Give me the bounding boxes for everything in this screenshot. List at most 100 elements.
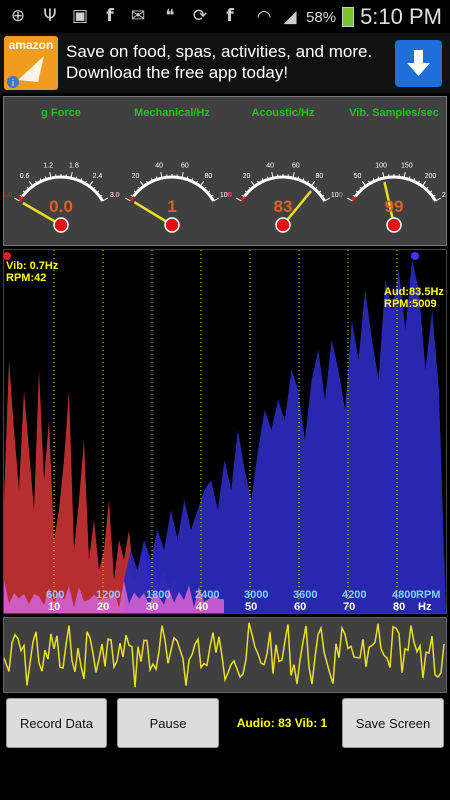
hz-tick: 20 bbox=[97, 601, 110, 613]
record-data-button[interactable]: Record Data bbox=[6, 698, 107, 748]
gauge-red-zone bbox=[240, 195, 246, 202]
facebook-icon: f bbox=[226, 6, 234, 26]
gauge-tick bbox=[199, 181, 205, 187]
gauge-tick-label: 20 bbox=[243, 173, 251, 180]
gauge-tick bbox=[207, 190, 211, 194]
gauge-tick bbox=[361, 181, 367, 187]
gauge-tick bbox=[359, 186, 363, 190]
gauge-tick-label: 0 bbox=[227, 192, 231, 199]
download-arrow-icon bbox=[407, 50, 430, 76]
gauge-hub bbox=[164, 217, 180, 233]
rpm-tick: 600 bbox=[46, 589, 65, 601]
rpm-tick: 4200 bbox=[342, 589, 367, 601]
waveform-panel bbox=[3, 617, 447, 693]
hz-tick: 80 bbox=[393, 601, 406, 613]
gauge-tick bbox=[257, 180, 260, 184]
gauge-tick-label: 0 bbox=[338, 192, 342, 199]
gauge-tick-label: 40 bbox=[266, 162, 274, 169]
gauge-tick-label: 60 bbox=[181, 162, 189, 169]
save-screen-button[interactable]: Save Screen bbox=[342, 698, 444, 748]
battery-charging-icon bbox=[342, 7, 355, 27]
vib-peak-marker bbox=[4, 252, 11, 260]
ad-download-button[interactable] bbox=[395, 40, 442, 87]
gauge-tick bbox=[133, 190, 137, 194]
gauge-red-zone bbox=[129, 195, 135, 202]
gauge-arc bbox=[243, 175, 326, 202]
gauge-tick bbox=[417, 180, 420, 184]
hz-tick: 50 bbox=[245, 601, 258, 613]
gauge-tick bbox=[102, 197, 109, 202]
gauge-tick bbox=[96, 190, 100, 194]
gauge-tick bbox=[75, 176, 78, 180]
ad-banner[interactable]: amazon i Save on food, spas, activities,… bbox=[0, 33, 450, 93]
gauge-value-gforce: 0.0 bbox=[49, 197, 73, 216]
info-icon bbox=[7, 76, 19, 88]
gauge-value-acoustic: 83 bbox=[273, 197, 293, 216]
gauge-tick bbox=[186, 176, 189, 180]
gauge-tick-label: 150 bbox=[401, 162, 413, 169]
plus-icon: ⊕ bbox=[10, 6, 26, 26]
gauge-tick-label: 40 bbox=[155, 162, 163, 169]
waveform-line bbox=[4, 622, 445, 688]
gauge-tick bbox=[19, 194, 23, 198]
gauge-tick bbox=[302, 178, 305, 182]
rpm-tick: 1200 bbox=[96, 589, 121, 601]
gauge-tick bbox=[324, 197, 331, 202]
vibration-spectrum bbox=[4, 360, 179, 613]
gauge-tick-label: 100 bbox=[375, 162, 387, 169]
gauge-tick bbox=[271, 172, 274, 179]
aud-peak-marker bbox=[411, 252, 419, 260]
gauge-tick bbox=[292, 172, 295, 179]
gauge-arc bbox=[132, 175, 215, 202]
gauge-tick bbox=[137, 186, 141, 190]
gauge-tick-label: 100 bbox=[331, 192, 343, 199]
gauge-arc bbox=[354, 175, 437, 202]
vib-frequency-label: Vib: 0.7Hz bbox=[6, 260, 59, 272]
gauge-hub bbox=[275, 217, 291, 233]
amazon-logo[interactable]: amazon i bbox=[4, 36, 58, 90]
gauge-tick bbox=[213, 197, 220, 202]
gauge-tick-label: 0.6 bbox=[20, 173, 30, 180]
gauge-tick bbox=[429, 190, 433, 194]
spectrum-plot: Vib: 0.7Hz RPM:42 Aud:83.5Hz RPM:5009 60… bbox=[3, 249, 447, 614]
gauge-tick bbox=[421, 181, 427, 187]
rpm-tick: 3000 bbox=[244, 589, 269, 601]
gauge-tick bbox=[261, 178, 264, 182]
gauge-red-zone bbox=[18, 195, 24, 202]
gauge-tick bbox=[28, 181, 34, 187]
gauge-tick bbox=[191, 178, 194, 182]
svg-text:i: i bbox=[12, 79, 15, 89]
gauge-tick bbox=[88, 181, 94, 187]
usb-icon: Ψ bbox=[43, 6, 57, 26]
ad-line-2[interactable]: Download the free app today! bbox=[66, 63, 289, 82]
gauge-tick bbox=[130, 194, 134, 198]
gauge-tick-label: 20 bbox=[132, 173, 140, 180]
gauge-tick-label: 3.0 bbox=[110, 192, 120, 199]
signal-icon: ◢ bbox=[283, 7, 297, 27]
gauge-tick bbox=[355, 190, 359, 194]
gauge-value-samples: 99 bbox=[384, 197, 404, 216]
clock: 5:10 PM bbox=[360, 4, 442, 29]
ad-line-1[interactable]: Save on food, spas, activities, and more… bbox=[66, 42, 373, 61]
gauge-title-samples: Vib. Samples/sec bbox=[349, 107, 439, 119]
hz-tick: 60 bbox=[294, 601, 307, 613]
hz-tick: 70 bbox=[343, 601, 356, 613]
gauge-tick bbox=[318, 190, 322, 194]
pause-button[interactable]: Pause bbox=[117, 698, 219, 748]
hz-tick: 10 bbox=[48, 601, 61, 613]
wifi-icon: ◠ bbox=[256, 7, 272, 27]
gauge-tick-label: 0 bbox=[116, 192, 120, 199]
gauge-tick bbox=[49, 172, 52, 179]
gauge-title-mechanical: Mechanical/Hz bbox=[134, 107, 210, 119]
gauge-tick bbox=[321, 194, 325, 198]
status-bar: ⊕ Ψ ▣ f ✉ ❝ ⟳ f ◠ ◢ 58% 5:10 PM bbox=[0, 0, 450, 33]
gauge-tick bbox=[210, 194, 214, 198]
vib-rpm-label: RPM:42 bbox=[6, 272, 47, 284]
gauge-tick-label: 0.0 bbox=[4, 192, 12, 199]
hz-tick: 40 bbox=[196, 601, 209, 613]
facebook-icon: f bbox=[106, 6, 114, 26]
gauge-tick bbox=[306, 180, 309, 184]
hangouts-icon: ❝ bbox=[165, 6, 175, 26]
overlap-spectrum bbox=[4, 580, 224, 613]
gauge-title-gforce: g Force bbox=[41, 107, 81, 119]
